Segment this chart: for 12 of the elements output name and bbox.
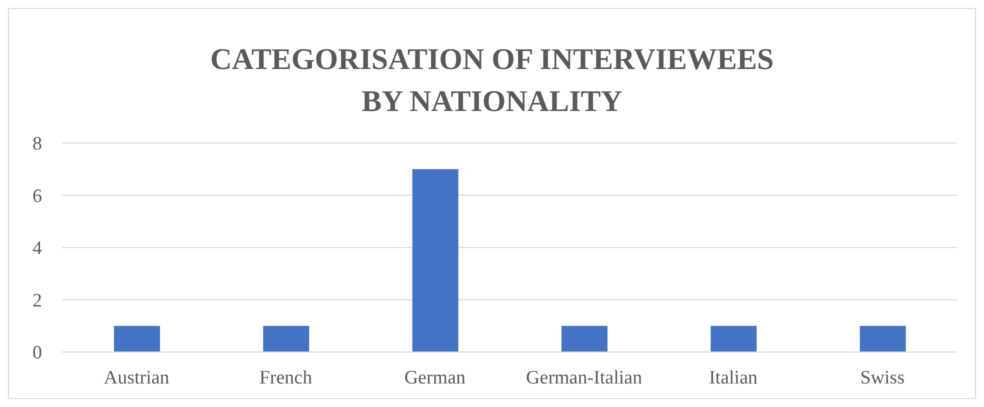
x-tick-label: Austrian xyxy=(104,367,170,388)
y-tick-label: 2 xyxy=(32,290,42,312)
y-tick-label: 4 xyxy=(32,238,42,260)
y-tick-label: 0 xyxy=(32,342,42,364)
x-tick-label: German xyxy=(404,367,466,388)
x-tick-label: German-Italian xyxy=(526,367,643,388)
x-tick-label: Swiss xyxy=(860,367,905,388)
y-tick-label: 8 xyxy=(32,134,42,155)
y-tick-label: 6 xyxy=(32,186,42,207)
x-tick-label: French xyxy=(259,367,313,388)
x-tick-label: Italian xyxy=(708,367,758,388)
chart-title: CATEGORISATION OF INTERVIEWEES BY NATIONALITY xyxy=(209,42,775,120)
